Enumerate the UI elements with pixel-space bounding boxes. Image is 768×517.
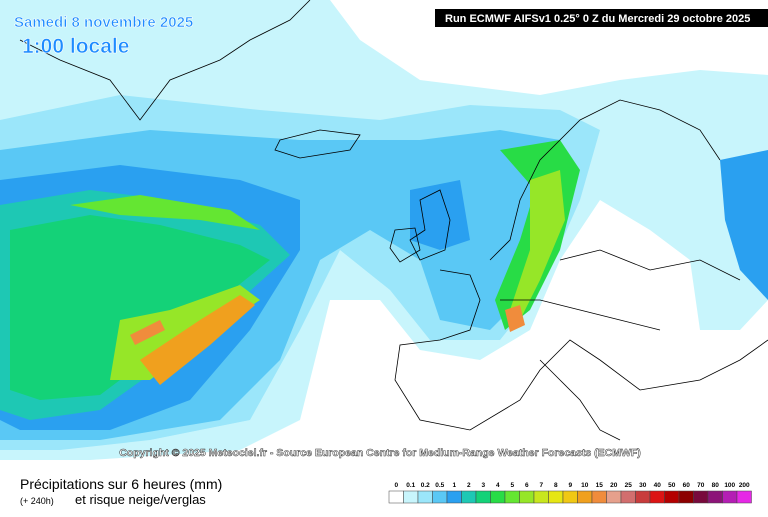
precipitation-field xyxy=(0,0,768,460)
scale-swatch xyxy=(635,490,651,504)
run-box xyxy=(435,9,768,27)
scale-label: 7 xyxy=(539,482,543,489)
scale-swatch xyxy=(461,490,477,504)
scale-label: 0.5 xyxy=(435,482,444,489)
scale-label: 10 xyxy=(581,482,589,489)
scale-label: 8 xyxy=(554,482,558,489)
scale-swatch xyxy=(577,490,593,504)
scale-label: 30 xyxy=(639,482,647,489)
scale-swatch xyxy=(417,490,433,504)
scale-label: 1 xyxy=(452,482,456,489)
scale-swatch xyxy=(519,490,535,504)
scale-swatch xyxy=(678,490,694,504)
scale-swatch xyxy=(432,490,448,504)
scale-swatch xyxy=(403,490,419,504)
scale-label: 20 xyxy=(610,482,618,489)
run-info: Run ECMWF AIFSv1 0.25° 0 Z du Mercredi 2… xyxy=(445,13,750,25)
scale-swatch xyxy=(649,490,665,504)
scale-swatch xyxy=(446,490,462,504)
scale-label: 6 xyxy=(525,482,529,489)
scale-label: 0 xyxy=(394,482,398,489)
scale-label: 25 xyxy=(625,482,633,489)
scale-swatch xyxy=(490,490,506,504)
copyright: Copyright © 2025 Meteociel.fr - Source E… xyxy=(119,447,641,459)
legend-lead: (+ 240h) xyxy=(20,496,54,506)
scale-swatch xyxy=(620,490,636,504)
scale-swatch xyxy=(388,490,404,504)
scale-label: 3 xyxy=(481,482,485,489)
scale-label: 70 xyxy=(697,482,705,489)
legend-panel xyxy=(0,462,768,512)
scale-swatch xyxy=(664,490,680,504)
scale-label: 100 xyxy=(724,482,735,489)
scale-label: 15 xyxy=(596,482,604,489)
scale-swatch xyxy=(475,490,491,504)
scale-swatch xyxy=(548,490,564,504)
scale-swatch xyxy=(736,490,752,504)
scale-swatch xyxy=(533,490,549,504)
color-scale: 0 0.1 0.2 0.5 1 2 3 4 5 6 7 8 9 10 15 20 25 30 40 50 60 70 80 1… xyxy=(388,482,752,504)
scale-swatch xyxy=(707,490,723,504)
scale-label: 60 xyxy=(683,482,691,489)
scale-label: 2 xyxy=(467,482,471,489)
forecast-time: 1:00 locale xyxy=(22,35,129,58)
legend-title: Précipitations sur 6 heures (mm) xyxy=(20,476,222,492)
scale-label: 0.2 xyxy=(421,482,430,489)
legend-subtitle: et risque neige/verglas xyxy=(75,492,206,507)
scale-label: 200 xyxy=(739,482,750,489)
scale-label: 50 xyxy=(668,482,676,489)
scale-swatch xyxy=(562,490,578,504)
scale-swatch xyxy=(693,490,709,504)
scale-label: 80 xyxy=(712,482,720,489)
scale-label: 5 xyxy=(510,482,514,489)
scale-swatch xyxy=(504,490,520,504)
scale-label: 40 xyxy=(654,482,662,489)
scale-label: 4 xyxy=(496,482,500,489)
scale-label: 0.1 xyxy=(406,482,415,489)
scale-swatch xyxy=(606,490,622,504)
coastlines xyxy=(19,0,768,441)
forecast-date: Samedi 8 novembre 2025 xyxy=(14,14,193,31)
scale-label: 9 xyxy=(568,482,572,489)
scale-swatch xyxy=(591,490,607,504)
scale-swatch xyxy=(722,490,738,504)
